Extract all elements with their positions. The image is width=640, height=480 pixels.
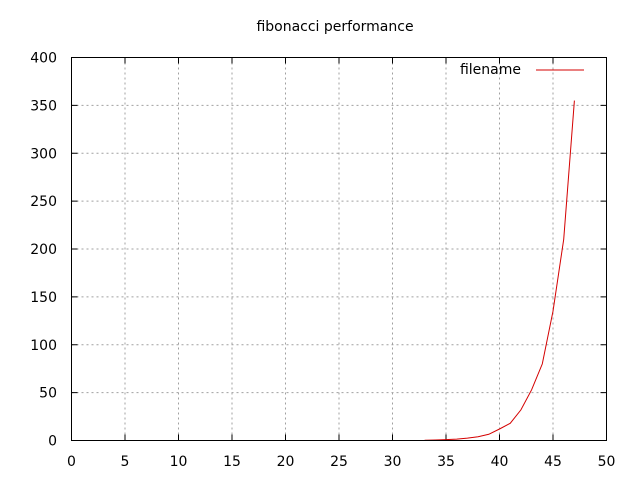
x-tick-label: 30 — [384, 454, 402, 470]
series-layer — [424, 100, 575, 441]
legend: filename — [460, 62, 584, 78]
y-tick-label: 350 — [30, 98, 57, 114]
x-tick-label: 5 — [121, 454, 130, 470]
y-tick-label: 150 — [30, 290, 57, 306]
y-tick-label: 50 — [39, 386, 57, 402]
y-tick-label: 0 — [48, 434, 57, 450]
y-tick-label: 100 — [30, 338, 57, 354]
x-tick-label: 45 — [544, 454, 562, 470]
x-tick-label: 25 — [330, 454, 348, 470]
x-tick-label: 35 — [437, 454, 455, 470]
y-tick-label: 250 — [30, 194, 57, 210]
x-tick-label: 50 — [598, 454, 616, 470]
x-tick-label: 10 — [170, 454, 188, 470]
grid — [71, 57, 607, 441]
x-tick-label: 20 — [277, 454, 295, 470]
legend-label: filename — [460, 62, 521, 78]
y-tick-label: 300 — [30, 146, 57, 162]
x-tick-label: 0 — [67, 454, 76, 470]
series-line-filename — [424, 100, 575, 441]
x-tick-label: 40 — [491, 454, 509, 470]
tick-labels: 0 5 10 15 20 25 30 35 40 45 50 0 50 100 150 200 250 300 35… — [30, 51, 615, 471]
chart-title: fibonacci performance — [256, 19, 413, 35]
plot-frame — [71, 57, 607, 441]
y-tick-label: 400 — [30, 51, 57, 67]
x-tick-label: 15 — [223, 454, 241, 470]
y-tick-label: 200 — [30, 242, 57, 258]
